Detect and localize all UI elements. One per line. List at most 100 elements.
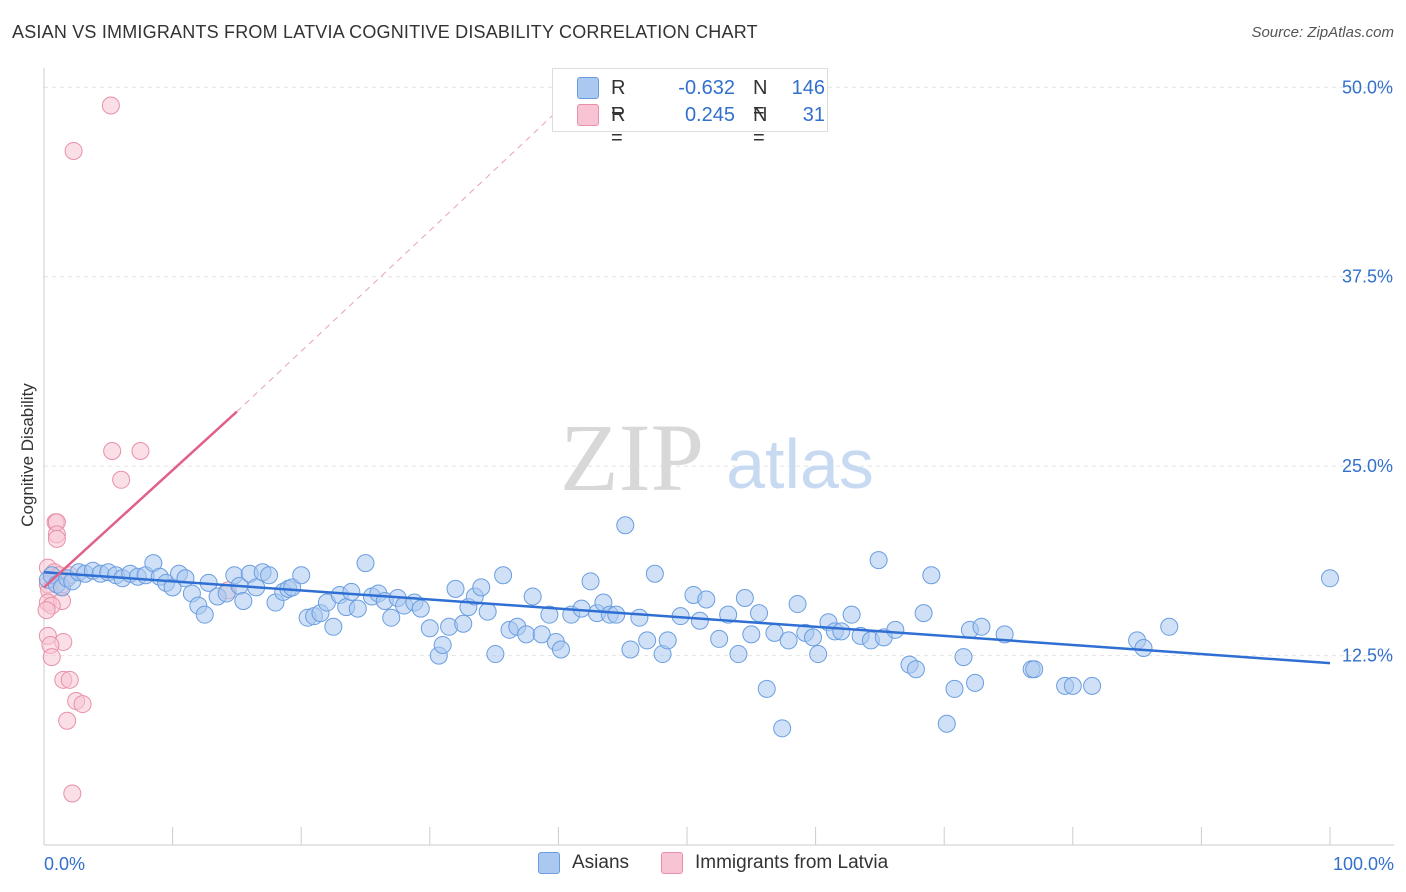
source-credit: Source: ZipAtlas.com [1251, 24, 1394, 41]
point-asians [176, 569, 195, 588]
point-asians [906, 660, 925, 679]
point-asians [532, 625, 551, 644]
point-asians [690, 611, 709, 630]
legend-r-value: -0.632 [678, 77, 735, 99]
point-latvia [37, 601, 56, 620]
legend-swatch-latvia [577, 104, 599, 126]
point-asians [1025, 660, 1044, 679]
point-asians [1134, 639, 1153, 657]
legend-n-value: 146 [791, 77, 825, 99]
point-asians [658, 631, 677, 650]
point-asians [804, 628, 823, 647]
point-asians [195, 605, 214, 624]
point-latvia [103, 442, 122, 460]
point-asians [581, 572, 600, 591]
trend-line-latvia [43, 410, 238, 589]
point-asians [342, 582, 361, 601]
trend-line-asians [43, 570, 1331, 665]
point-asians [638, 631, 657, 650]
point-asians [832, 622, 851, 641]
y-tick-label: 50.0% [1342, 77, 1393, 97]
legend-swatch-asians [577, 77, 599, 99]
point-asians [773, 719, 792, 738]
legend-n-value: 31 [802, 104, 825, 126]
point-asians [742, 625, 761, 644]
watermark: ZIP atlas [560, 404, 874, 511]
point-asians [382, 608, 401, 627]
point-asians [779, 631, 798, 650]
point-asians [324, 617, 343, 636]
correlation-legend: R = -0.632 N = 146 R = 0.245 N = 31 [552, 68, 828, 149]
point-latvia [64, 141, 83, 160]
y-tick-label: 25.0% [1342, 456, 1393, 476]
point-asians [523, 587, 542, 606]
point-asians [540, 605, 559, 624]
point-asians [966, 673, 985, 692]
point-latvia [60, 670, 79, 689]
point-asians [420, 619, 439, 638]
point-asians [607, 605, 626, 624]
point-asians [1160, 617, 1179, 636]
point-asians [411, 599, 430, 618]
point-asians [486, 645, 505, 664]
point-asians [945, 679, 964, 698]
point-asians [1321, 569, 1339, 588]
point-asians [757, 679, 776, 698]
point-asians [954, 648, 973, 667]
point-asians [454, 614, 473, 633]
point-latvia [112, 470, 131, 489]
point-asians [472, 578, 491, 597]
legend-n-label: N = [753, 104, 768, 149]
point-latvia [42, 648, 61, 667]
point-latvia [47, 529, 66, 548]
series-latvia-points [37, 96, 237, 803]
point-asians [719, 605, 738, 624]
point-asians [433, 635, 452, 654]
point-asians [494, 566, 513, 585]
point-asians [869, 551, 888, 570]
point-asians [356, 554, 375, 573]
point-asians [937, 714, 956, 733]
point-asians [729, 645, 748, 664]
point-asians [446, 579, 465, 598]
point-asians [621, 640, 640, 659]
point-asians [788, 595, 807, 614]
chart-title: ASIAN VS IMMIGRANTS FROM LATVIA COGNITIV… [12, 22, 758, 42]
point-asians [842, 605, 861, 624]
point-asians [914, 604, 933, 623]
point-asians [735, 588, 754, 607]
bottom-legend-label-latvia: Immigrants from Latvia [695, 852, 889, 873]
bottom-legend-swatch-asians [538, 852, 560, 874]
y-tick-labels: 12.5% 25.0% 37.5% 50.0% [1342, 77, 1393, 665]
series-asians-points [38, 516, 1339, 738]
trend-line-latvia-extension [236, 109, 559, 412]
point-latvia [63, 784, 82, 803]
legend-r-value: 0.245 [684, 104, 735, 126]
point-asians [616, 516, 635, 535]
watermark-zip: ZIP [560, 404, 704, 511]
point-asians [551, 640, 570, 659]
point-asians [234, 592, 253, 611]
x-ticks [172, 827, 1331, 845]
axes [43, 68, 1394, 846]
point-latvia [58, 711, 77, 730]
point-asians [260, 566, 279, 585]
point-asians [292, 566, 311, 585]
point-latvia [73, 695, 92, 714]
y-tick-label: 12.5% [1342, 646, 1393, 666]
point-asians [478, 602, 497, 621]
y-axis-label: Cognitive Disability [18, 383, 37, 527]
watermark-atlas: atlas [726, 425, 874, 503]
point-latvia [101, 96, 120, 115]
point-asians [645, 564, 664, 583]
legend-n-label: N = [753, 77, 768, 122]
point-latvia [131, 442, 150, 460]
legend-r-label: R = [611, 104, 626, 149]
point-asians [1063, 676, 1082, 695]
point-asians [697, 590, 716, 609]
bottom-legend-label-asians: Asians [572, 852, 630, 873]
point-asians [922, 566, 941, 585]
point-asians [283, 578, 302, 597]
point-asians [1083, 676, 1102, 695]
